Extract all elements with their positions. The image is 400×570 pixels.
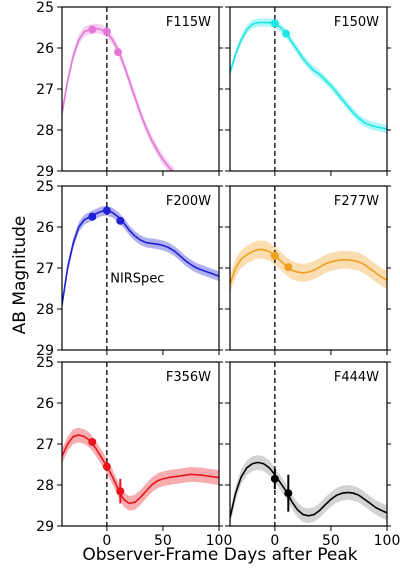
nirspec-annotation: NIRSpec [110,271,164,286]
y-tick-label: 25 [36,0,54,16]
panel-f356w: 25 26 27 28 29 0 50 100 F356W [36,355,232,549]
data-point [102,27,111,36]
data-point [102,206,111,215]
y-tick-label: 27 [36,261,54,277]
plot-area [62,362,219,526]
filter-label: F115W [166,15,211,30]
data-point [88,437,97,446]
x-tick-label: 0 [270,533,279,549]
data-point [88,25,97,34]
y-tick-label: 26 [36,220,54,236]
uncertainty-band [230,240,387,294]
data-point [114,48,123,57]
x-tick-label: 100 [374,533,400,549]
data-point [88,212,97,221]
y-tick-label: 25 [36,179,54,195]
data-point [270,251,279,260]
y-tick-label: 28 [36,302,54,318]
panel-f115w: 25 26 27 28 29 F115W [36,0,223,180]
y-tick-label: 29 [36,519,54,535]
panel-f200w: 25 26 27 28 29 F200W NIRSpec [36,179,223,359]
y-axis-title-wrapper: AB Magnitude [0,0,40,520]
data-point [270,474,279,483]
x-tick-label: 50 [154,533,172,549]
plot-area [62,7,175,171]
x-tick-label: 100 [206,533,233,549]
x-tick-label: 50 [322,533,340,549]
plot-area [230,186,387,350]
filter-label: F277W [334,194,379,209]
y-tick-label: 28 [36,123,54,139]
model-curve [62,209,219,306]
y-tick-label: 27 [36,437,54,453]
y-tick-label: 29 [36,164,54,180]
data-point [116,216,125,225]
plot-area [230,362,387,526]
y-tick-label: 28 [36,478,54,494]
data-point [284,263,293,272]
panel-f277w: F277W [225,185,391,355]
x-tick-label: 0 [102,533,111,549]
uncertainty-band [230,455,387,526]
panel-frame [229,6,388,172]
uncertainty-band [62,23,175,171]
panel-f150w: F150W [225,6,391,176]
model-curve [230,461,387,518]
plot-area [230,7,387,171]
filter-label: F150W [334,15,379,30]
y-tick-label: 26 [36,41,54,57]
y-tick-label: 25 [36,355,54,371]
y-tick-label: 27 [36,82,54,98]
filter-label: F356W [166,370,211,385]
plot-area [62,186,219,350]
data-point [270,19,279,28]
x-axis-title: Observer-Frame Days after Peak [82,545,358,565]
uncertainty-band [230,18,387,134]
data-point [102,462,111,471]
y-axis-title: AB Magnitude [10,215,30,335]
uncertainty-band [62,205,219,310]
data-point [282,29,291,38]
model-curve [62,434,219,505]
data-point [116,487,125,496]
y-tick-label: 26 [36,396,54,412]
y-tick-label: 29 [36,343,54,359]
filter-label: F200W [166,194,211,209]
model-curve [230,248,387,285]
data-point [284,489,293,498]
filter-label: F444W [334,370,379,385]
panel-f444w: 0 50 100 F444W [225,361,400,549]
model-curve [230,21,387,130]
